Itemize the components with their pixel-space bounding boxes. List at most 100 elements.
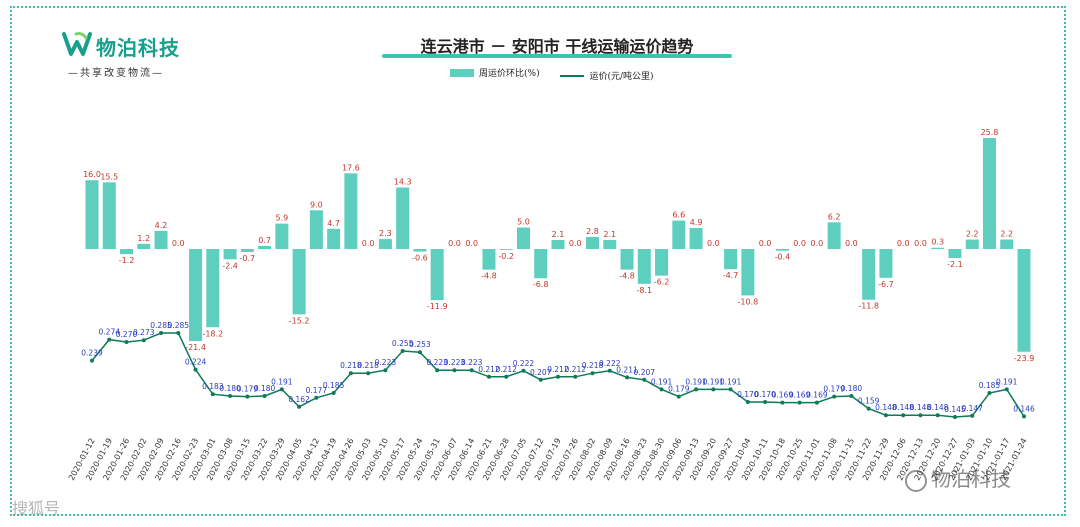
- bar: [672, 220, 686, 249]
- wechat-icon: [905, 469, 927, 492]
- price-point: [90, 358, 94, 363]
- price-point: [141, 338, 146, 343]
- price-point: [901, 413, 906, 418]
- price-label: 0.285: [168, 321, 190, 330]
- chart-frame: [10, 6, 1066, 516]
- price-point: [159, 331, 164, 335]
- price-point: [521, 368, 526, 373]
- bar: [223, 249, 237, 260]
- bar-label-series: 16.0 15.5-1.21.24.20.0-21.4-18.2-2.4-0.70…: [83, 128, 1034, 363]
- bar-label: -4.7: [723, 271, 739, 280]
- price-label: 0.212: [478, 365, 500, 374]
- bar: [775, 249, 789, 251]
- bar: [965, 239, 979, 249]
- price-label: 0.191: [271, 377, 293, 386]
- price-label: 0.183: [202, 382, 224, 391]
- price-label: 0.179: [237, 385, 259, 394]
- bar: [137, 243, 151, 249]
- price-label: 0.170: [754, 390, 776, 399]
- price-point: [366, 371, 371, 376]
- price-label: 0.191: [720, 377, 742, 386]
- bar-label: 17.6: [342, 163, 360, 172]
- price-point: [745, 400, 750, 404]
- bar-label: 0.0: [759, 239, 772, 248]
- bar: [655, 249, 669, 276]
- price-point: [832, 394, 837, 399]
- price-point: [625, 375, 630, 380]
- bar-label: -4.8: [481, 272, 497, 281]
- bar: [879, 249, 893, 278]
- bar-label: 15.5: [100, 172, 118, 181]
- price-point: [1022, 414, 1026, 419]
- legend-item-bar: 周运价环比(%): [450, 66, 540, 79]
- bar: [689, 227, 703, 249]
- price-point: [314, 395, 319, 400]
- price-label: 0.211: [616, 365, 638, 374]
- price-point: [728, 387, 733, 392]
- bar-label: -23.9: [1014, 354, 1035, 363]
- bar: [258, 245, 272, 249]
- bar: [102, 182, 116, 249]
- bar-label: 0.0: [897, 239, 910, 248]
- watermark-left: 搜狐号: [12, 499, 61, 518]
- bar: [1017, 249, 1031, 352]
- bar: [534, 249, 548, 279]
- price-label: 0.185: [323, 381, 345, 390]
- bar-label: -18.2: [202, 329, 223, 338]
- price-label: 0.224: [185, 358, 207, 367]
- price-label: 0.255: [392, 339, 414, 348]
- price-point: [486, 374, 491, 379]
- title-underline: [382, 54, 732, 58]
- price-point: [383, 368, 388, 373]
- bar-label: -0.4: [775, 253, 791, 262]
- price-label: 0.191: [651, 377, 673, 386]
- price-point: [642, 377, 647, 382]
- price-point: [107, 337, 112, 342]
- price-point: [176, 331, 181, 335]
- price-label: 0.212: [547, 365, 569, 374]
- bar-label: -6.8: [533, 280, 549, 289]
- bar-label: 2.2: [1000, 230, 1013, 239]
- logo: 物泊科技 —共享改变物流—: [62, 30, 212, 90]
- bar: [1000, 239, 1014, 249]
- bar-label: 9.0: [310, 200, 323, 209]
- bar-label: 0.0: [172, 239, 185, 248]
- bar: [240, 249, 254, 253]
- bar-label: -6.2: [654, 278, 670, 287]
- price-label: 0.207: [634, 368, 656, 377]
- bar-label: -0.2: [498, 252, 514, 261]
- price-point: [228, 394, 233, 398]
- bar-label: 0.0: [793, 239, 806, 248]
- bar-label: -1.2: [119, 256, 135, 265]
- bar-label: -6.7: [878, 280, 894, 289]
- price-point: [1004, 387, 1009, 392]
- price-label: 0.222: [513, 359, 535, 368]
- bar-label: 2.1: [552, 230, 565, 239]
- price-label: 0.273: [133, 328, 155, 337]
- price-point: [694, 387, 699, 392]
- price-label: 0.148: [927, 403, 949, 412]
- price-label: 0.179: [823, 385, 845, 394]
- bar: [189, 249, 203, 342]
- bar-label: -2.1: [947, 260, 963, 269]
- price-label: 0.218: [340, 361, 362, 370]
- price-point: [883, 413, 888, 418]
- bar: [413, 249, 427, 252]
- bar-label: 0.0: [569, 239, 582, 248]
- price-label: 0.159: [858, 397, 880, 406]
- price-label: 0.180: [841, 384, 863, 393]
- price-point: [797, 400, 802, 405]
- price-label: 0.177: [306, 386, 328, 395]
- bar: [292, 249, 306, 315]
- bar-label: 0.0: [914, 239, 927, 248]
- legend: 周运价环比(%) 运价(元/吨公里): [450, 66, 672, 82]
- price-point: [711, 387, 716, 392]
- bar: [85, 180, 99, 249]
- bar-label: 0.3: [931, 238, 944, 247]
- price-label: 0.191: [996, 377, 1018, 386]
- bar: [603, 239, 617, 249]
- price-point: [348, 371, 353, 376]
- bar-label: -11.8: [858, 302, 879, 311]
- price-label: 0.148: [892, 403, 914, 412]
